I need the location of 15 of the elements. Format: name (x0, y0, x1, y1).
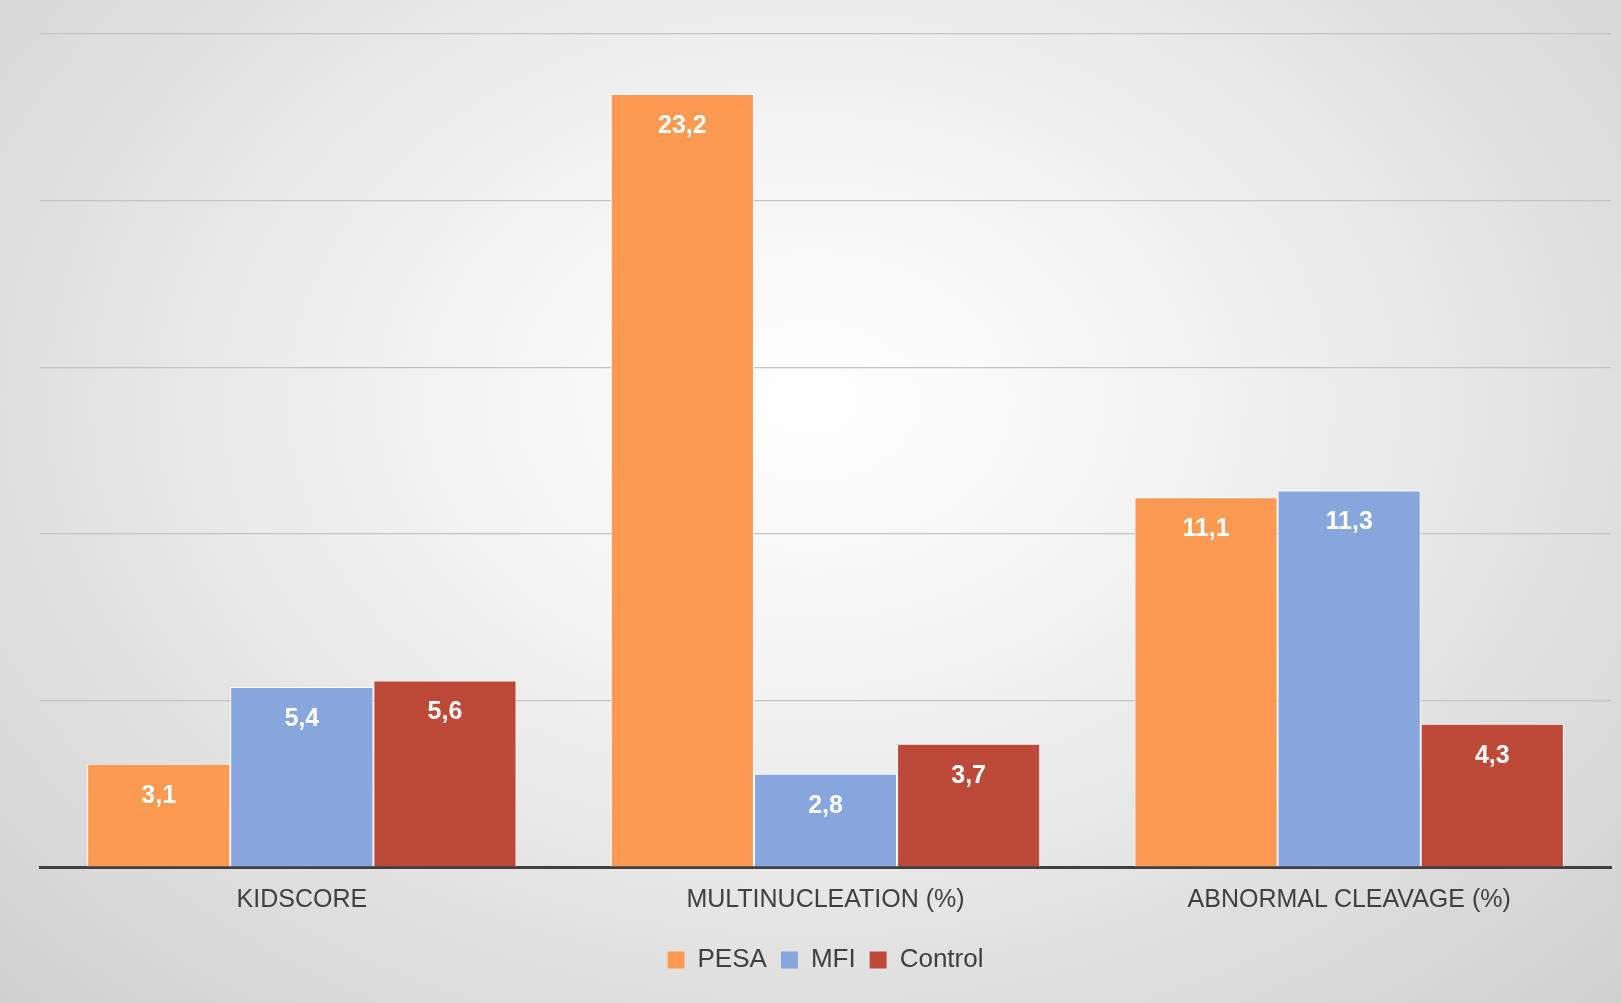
data-label: 3,7 (951, 759, 987, 788)
legend-label: PESA (697, 943, 768, 974)
data-label: 23,2 (658, 109, 707, 138)
data-label: 2,8 (808, 789, 843, 818)
data-label: 11,1 (1182, 513, 1230, 542)
x-tick-label: ABNORMAL CLEAVAGE (%) (1187, 883, 1511, 912)
data-label: 11,3 (1325, 506, 1373, 535)
x-tick-label: MULTINUCLEATION (%) (686, 883, 965, 912)
data-label: 5,4 (284, 702, 320, 731)
data-label: 3,1 (141, 779, 177, 808)
data-label: 5,6 (427, 696, 463, 725)
legend-label: Control (899, 943, 984, 974)
x-tick-label: KIDSCORE (236, 883, 368, 912)
legend-label: MFI (810, 943, 856, 974)
data-label: 4,3 (1474, 739, 1510, 768)
